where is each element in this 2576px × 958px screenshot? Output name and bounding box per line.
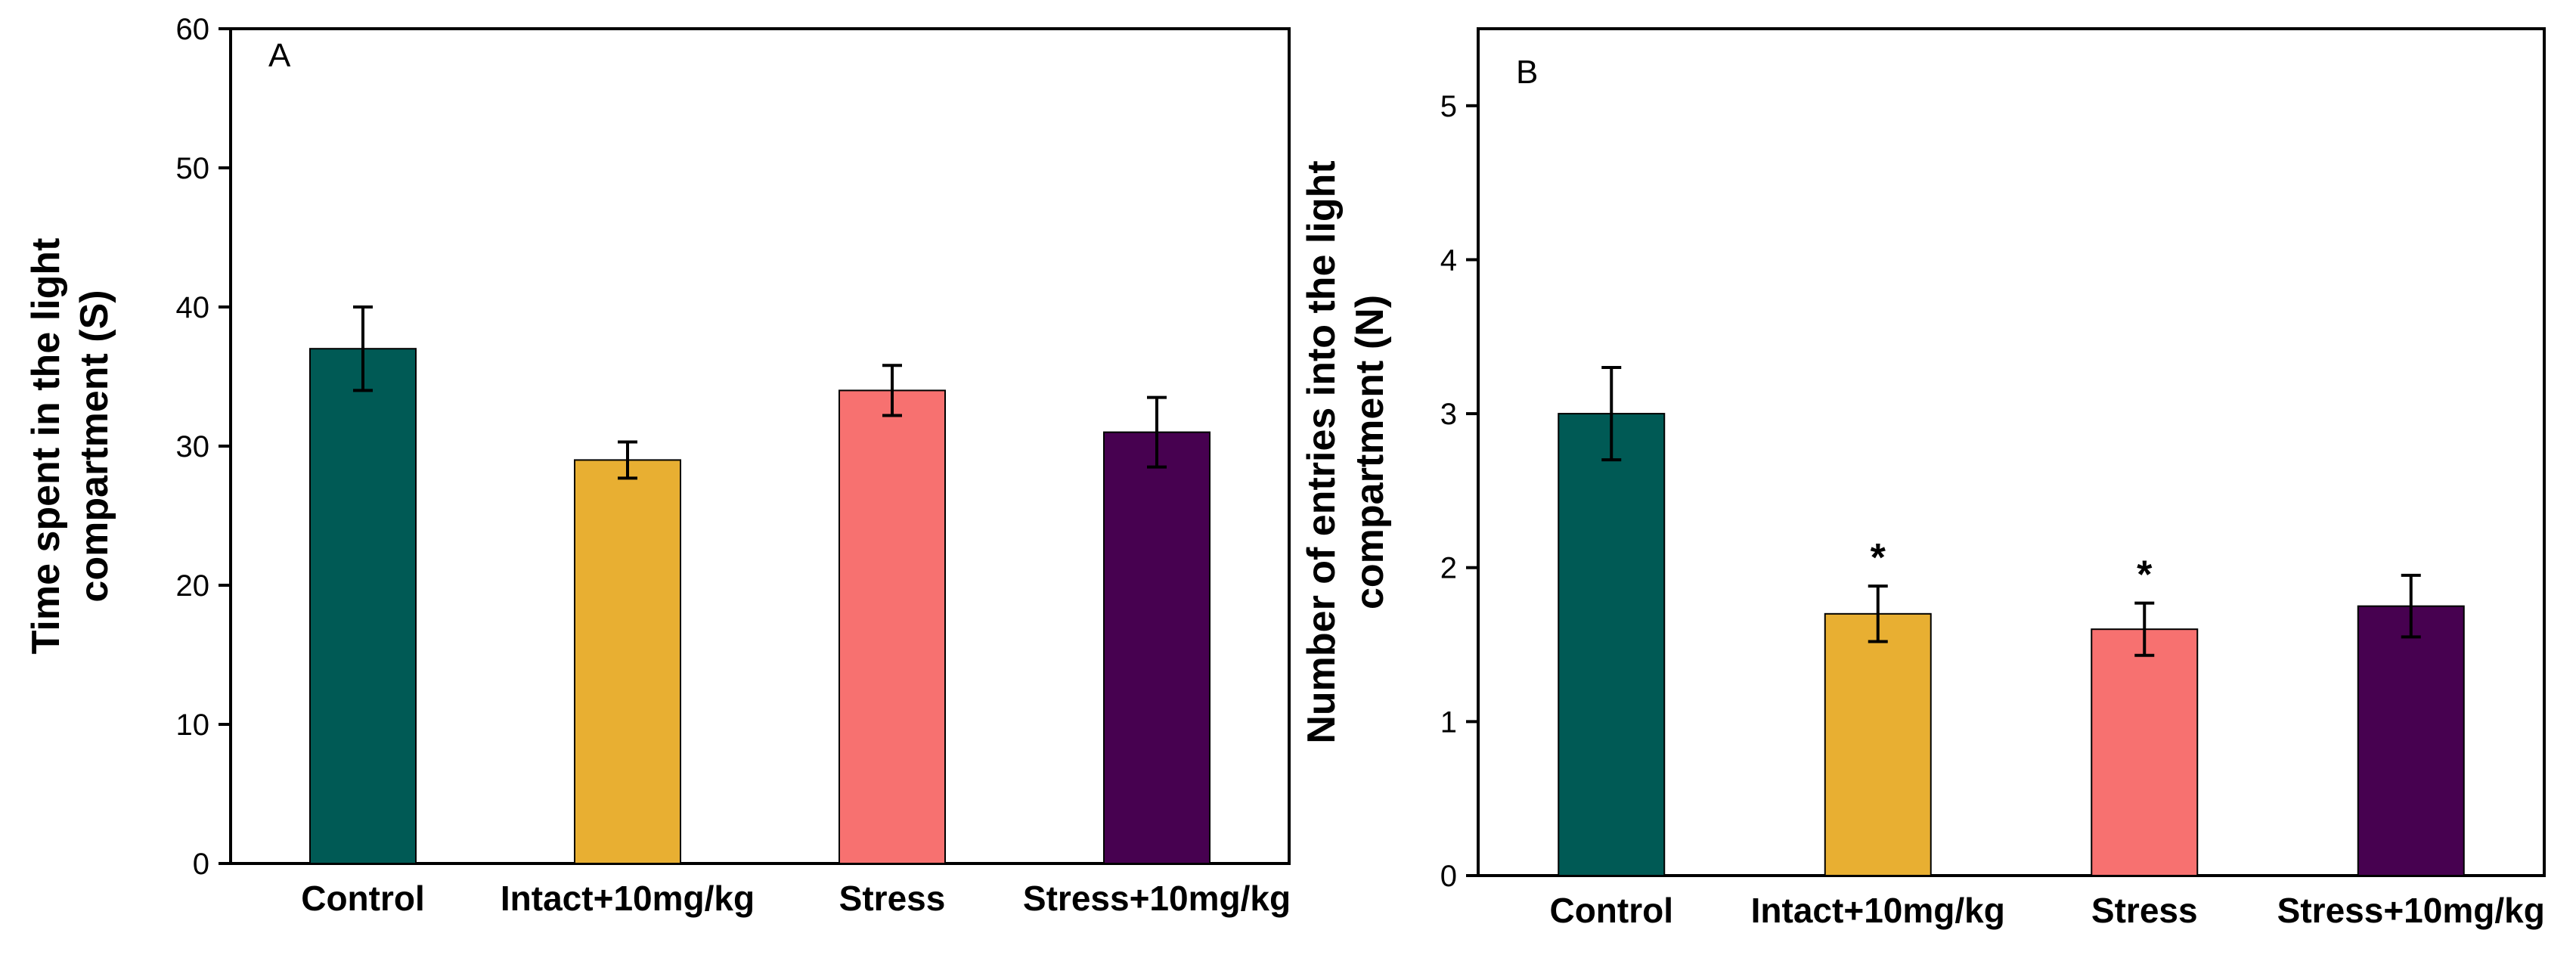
panel-label: B	[1516, 54, 1538, 91]
bar-3	[839, 389, 946, 864]
bar-1	[309, 348, 417, 864]
plot-frame	[1477, 27, 2546, 877]
y-axis-title: Number of entries into the light compartm…	[1300, 160, 1392, 743]
x-category-label: Stress+10mg/kg	[1023, 879, 1291, 918]
y-tick-label: 0	[1440, 860, 1457, 893]
y-tick-label: 5	[1440, 90, 1457, 123]
x-category-label: Intact+10mg/kg	[501, 879, 755, 918]
bar-1	[1558, 413, 1666, 876]
y-tick-label: 20	[176, 569, 210, 603]
x-category-label: Stress	[839, 879, 946, 918]
y-tick-label: 50	[176, 152, 210, 185]
y-axis-title: Time spent in the light compartment (S)	[24, 238, 116, 655]
x-category-label: Stress	[2091, 891, 2198, 930]
panel-a-chart: 0 10 20 30 40 50 60 Time spent in the light comp…	[24, 13, 1291, 918]
y-tick-label: 60	[176, 13, 210, 46]
bar-2	[1824, 612, 1932, 876]
x-category-label: Control	[301, 879, 425, 918]
y-tick-label: 0	[193, 848, 209, 881]
significance-marker: *	[2137, 553, 2153, 597]
panel-b-chart: 0 1 2 3 4 5 Number of entries into the light co…	[1300, 27, 2546, 930]
y-tick-label: 3	[1440, 398, 1457, 431]
x-category-label: Control	[1549, 891, 1673, 930]
significance-marker: *	[1871, 536, 1886, 580]
panel-label: A	[268, 37, 291, 74]
bar-4	[1103, 431, 1211, 864]
bar-2	[574, 459, 681, 864]
y-tick-label: 2	[1440, 552, 1457, 585]
bar-3	[2091, 628, 2199, 876]
y-axis-title-line: Number of entries into the light	[1300, 160, 1344, 743]
y-tick-label: 40	[176, 291, 210, 324]
y-axis-title-line: Time spent in the light	[24, 238, 68, 655]
y-axis-title-line: compartment (S)	[73, 290, 116, 602]
x-category-label: Intact+10mg/kg	[1751, 891, 2005, 930]
y-tick-label: 1	[1440, 705, 1457, 739]
y-axis-title-line: compartment (N)	[1348, 295, 1392, 609]
x-category-label: Stress+10mg/kg	[2277, 891, 2545, 930]
y-tick-label: 30	[176, 430, 210, 463]
bar-4	[2357, 605, 2465, 876]
y-tick-label: 10	[176, 708, 210, 742]
y-tick-label: 4	[1440, 243, 1457, 277]
